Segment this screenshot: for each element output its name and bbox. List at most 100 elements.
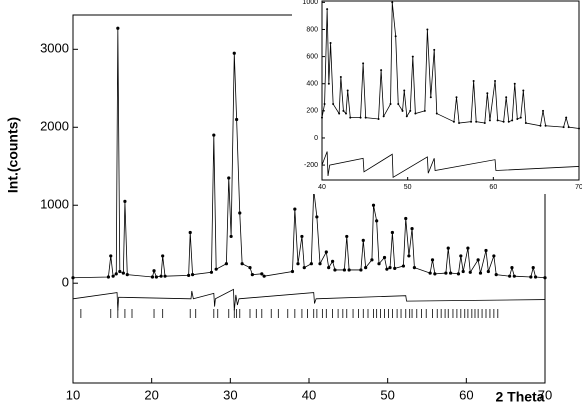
data-point (375, 219, 379, 223)
data-point (321, 116, 323, 119)
data-point (524, 122, 527, 125)
inset-background (292, 0, 582, 194)
data-point (229, 234, 233, 239)
data-point (187, 273, 191, 278)
data-point (458, 122, 461, 125)
data-point (483, 122, 486, 125)
data-point (364, 266, 368, 270)
data-point (190, 273, 195, 277)
data-point (449, 271, 453, 275)
x-tick-label: 50 (380, 387, 394, 402)
data-point (114, 272, 118, 276)
data-point (531, 266, 535, 270)
y-tick-label: 200 (306, 108, 318, 115)
data-point (411, 55, 414, 58)
data-point (505, 96, 508, 99)
data-point (250, 273, 254, 277)
data-point (240, 262, 244, 266)
data-point (461, 269, 465, 274)
data-point (507, 120, 510, 123)
data-point (339, 75, 342, 78)
data-point (71, 276, 75, 280)
data-point (344, 112, 347, 115)
data-point (362, 62, 365, 65)
data-point (300, 234, 304, 239)
data-point (394, 35, 397, 38)
data-point (296, 262, 300, 266)
data-point (516, 117, 519, 120)
data-point (377, 262, 381, 266)
data-point (401, 264, 405, 268)
data-point (494, 273, 498, 277)
data-point (412, 266, 417, 270)
data-point (109, 254, 113, 258)
y-tick-label: 0 (314, 135, 318, 142)
data-point (470, 120, 473, 123)
data-point (152, 269, 156, 273)
data-point (502, 120, 505, 123)
data-point (562, 126, 565, 129)
data-point (410, 227, 414, 231)
data-point (397, 103, 400, 106)
data-point (154, 275, 158, 279)
data-point (428, 271, 432, 275)
y-axis-title: Int.(counts) (5, 117, 21, 193)
data-point (403, 89, 406, 92)
data-point (512, 274, 516, 278)
data-point (380, 69, 383, 72)
y-tick-label: -200 (304, 162, 318, 169)
data-point (116, 26, 120, 30)
y-tick-label: 0 (62, 275, 69, 290)
data-point (522, 89, 525, 92)
data-point (329, 42, 332, 45)
data-point (414, 112, 417, 115)
data-point (382, 255, 387, 260)
data-point (359, 268, 363, 272)
data-point (342, 109, 345, 112)
y-tick-label: 2000 (40, 119, 69, 134)
data-point (302, 266, 306, 270)
data-point (430, 258, 435, 262)
data-point (331, 259, 335, 263)
data-point (468, 270, 472, 274)
data-point (163, 274, 167, 278)
data-point (238, 211, 242, 215)
x-tick-label: 30 (223, 387, 237, 402)
data-point (346, 89, 349, 92)
data-point (209, 270, 214, 274)
data-point (232, 51, 236, 55)
data-point (188, 230, 192, 235)
data-point (542, 109, 545, 112)
data-point (377, 117, 380, 120)
data-point (391, 1, 394, 4)
data-point (544, 124, 547, 127)
data-point (333, 268, 337, 272)
data-point (342, 268, 346, 272)
x-axis-title: 2 Theta (495, 389, 544, 405)
data-point (248, 266, 252, 270)
data-point (476, 258, 480, 262)
x-tick-label: 20 (144, 387, 158, 402)
data-point (359, 116, 362, 119)
x-tick-label: 60 (459, 387, 473, 402)
data-point (543, 276, 547, 280)
data-point (290, 269, 295, 274)
data-point (327, 82, 330, 85)
data-point (539, 124, 542, 127)
data-point (323, 103, 326, 106)
data-point (235, 117, 239, 122)
data-point (446, 246, 450, 250)
data-point (390, 230, 394, 235)
data-point (364, 116, 367, 119)
data-point (327, 266, 331, 270)
y-tick-label: 3000 (40, 41, 69, 56)
data-point (565, 116, 568, 119)
y-tick-label: 1000 (302, 0, 318, 6)
plot-frame (321, 0, 580, 181)
data-point (224, 262, 228, 266)
data-point (324, 250, 328, 254)
data-point (456, 272, 461, 276)
x-tick-label: 70 (575, 184, 582, 191)
data-point (393, 266, 397, 270)
